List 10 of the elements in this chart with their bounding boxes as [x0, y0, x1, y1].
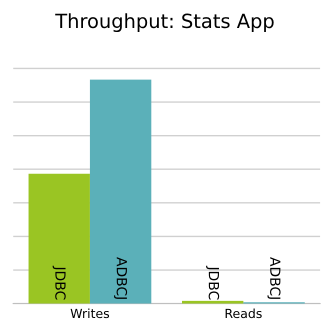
text: ADBCJ: [267, 257, 281, 299]
x-tick-label: Writes: [70, 308, 110, 318]
x-tick-label: Reads: [226, 308, 262, 318]
chart-title: Throughput: Stats App: [55, 13, 274, 32]
bar: [90, 80, 152, 304]
text: JDBC: [52, 266, 66, 300]
text: JDBC: [206, 266, 220, 300]
text: ADBCJ: [114, 257, 128, 299]
bar: [28, 174, 90, 304]
bar: [182, 300, 244, 304]
